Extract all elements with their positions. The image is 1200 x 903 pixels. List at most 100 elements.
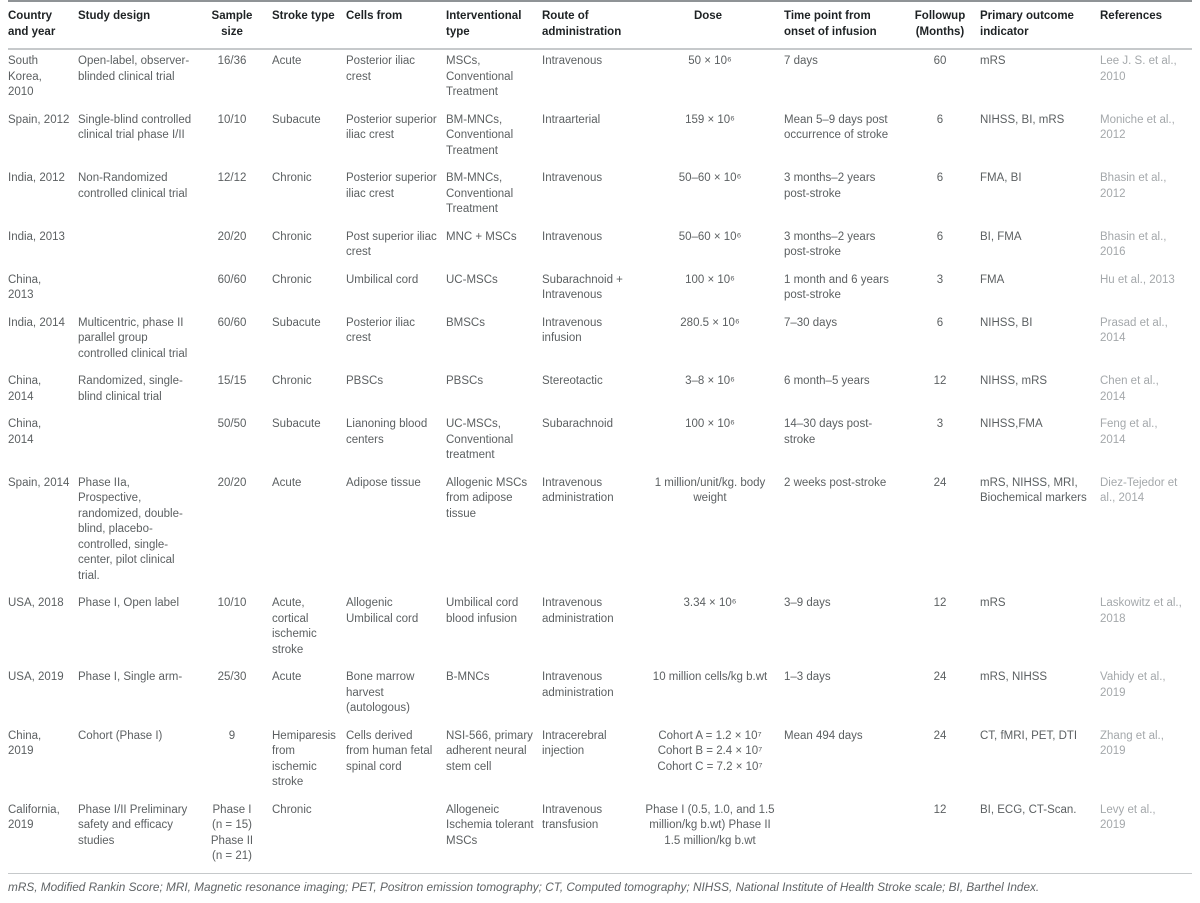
table-header-row: Country and year Study design Sample size S…	[8, 1, 1192, 50]
table-cell: 50–60 × 10⁶	[678, 172, 742, 184]
table-cell: Intravenous	[542, 55, 603, 67]
table-cell: 20/20	[217, 476, 247, 489]
table-cell: Posterior superior iliac crest	[346, 172, 437, 200]
table-cell: Open-label, observer-blinded clinical tr…	[78, 55, 190, 83]
table-cell: Subacute	[272, 418, 321, 430]
column-header: References	[1100, 1, 1192, 50]
table-cell: Hu et al., 2013	[1100, 273, 1175, 286]
table-cell: PBSCs	[446, 375, 484, 387]
table-cell: 10/10	[217, 113, 247, 126]
table-cell: NIHSS,FMA	[980, 418, 1043, 430]
table-cell: CT, fMRI, PET, DTI	[980, 729, 1078, 742]
table-cell: 10 million cells/kg b.wt	[652, 671, 768, 683]
table-cell: Adipose tissue	[346, 476, 421, 489]
table-cell: Intravenous administration	[542, 476, 614, 505]
table-cell: Acute	[272, 671, 302, 683]
table-cell	[78, 413, 200, 472]
table-cell: UC-MSCs, Conventional treatment	[446, 418, 514, 461]
table-cell: 9	[228, 729, 236, 742]
table-row: India, 2013 20/20 Chronic Post superior ili…	[8, 226, 1192, 269]
table-cell: Intraarterial	[542, 113, 601, 126]
table-cell: B-MNCs	[446, 671, 490, 683]
table-cell: NIHSS, BI, mRS	[980, 113, 1065, 126]
table-cell: India, 2013	[8, 230, 65, 243]
table-cell: 15/15	[217, 375, 247, 387]
table-cell: Single-blind controlled clinical trial p…	[78, 113, 192, 142]
table-cell: USA, 2018	[8, 597, 64, 609]
table-cell: 3–9 days	[784, 597, 831, 609]
table-cell: mRS, NIHSS	[980, 671, 1048, 683]
table-cell: Phase I, Single arm-	[78, 671, 183, 683]
table-cell: Chen et al., 2014	[1100, 375, 1159, 403]
table-cell: mRS, NIHSS, MRI, Biochemical markers	[980, 476, 1087, 505]
table-cell: Non-Randomized controlled clinical trial	[78, 172, 188, 200]
table-row: India, 2014 Multicentric, phase II parall…	[8, 312, 1192, 371]
table-cell: South Korea, 2010	[8, 55, 42, 98]
table-cell: 3	[936, 418, 944, 430]
table-cell: Allogeneic Ischemia tolerant MSCs	[446, 798, 542, 874]
table-row: Spain, 2014 Phase IIa, Prospective, rando…	[8, 472, 1192, 593]
table-cell: Chronic	[272, 798, 346, 874]
table-cell: MSCs, Conventional Treatment	[446, 55, 514, 98]
table-cell: 100 × 10⁶	[685, 273, 735, 286]
column-header: Country and year	[8, 1, 78, 50]
table-cell: Allogenic Umbilical cord	[346, 597, 419, 625]
table-cell: 6	[936, 230, 944, 243]
table-cell: FMA, BI	[980, 172, 1022, 184]
table-cell: USA, 2019	[8, 671, 64, 683]
table-cell: Mean 494 days	[784, 729, 863, 742]
table-cell: 60/60	[217, 273, 247, 286]
table-cell: 12	[908, 798, 980, 874]
table-cell	[784, 798, 908, 874]
column-header: Primary outcome indicator	[980, 1, 1100, 50]
table-cell: 3 months–2 years post-stroke	[784, 172, 876, 200]
table-cell: Intravenous administration	[542, 597, 614, 625]
table-cell: India, 2012	[8, 172, 65, 184]
table-cell: 6 month–5 years	[784, 375, 870, 387]
table-cell: Umbilical cord	[346, 273, 419, 286]
table-cell: NSI-566, primary adherent neural stem ce…	[446, 729, 533, 773]
table-cell: 12/12	[217, 172, 247, 184]
clinical-trials-table: Country and year Study design Sample size S…	[8, 0, 1192, 874]
table-cell: 24	[933, 729, 947, 742]
column-header: Cells from	[346, 1, 446, 50]
table-cell: Acute	[272, 476, 302, 489]
table-cell: Subacute	[272, 316, 321, 329]
table-cell: 3.34 × 10⁶	[683, 597, 737, 609]
table-cell: 7 days	[784, 55, 818, 67]
table-cell: 1 million/unit/kg. body weight	[654, 476, 766, 505]
table-cell: Allogenic MSCs from adipose tissue	[446, 476, 528, 520]
column-header: Dose	[640, 1, 784, 50]
table-cell: 24	[933, 476, 947, 489]
table-cell: Intravenous infusion	[542, 316, 603, 345]
table-cell: Post superior iliac crest	[346, 230, 437, 259]
table-cell	[78, 226, 200, 269]
table-cell: Chronic	[272, 273, 312, 286]
table-cell: Posterior iliac crest	[346, 316, 416, 345]
table-cell: Laskowitz et al., 2018	[1100, 597, 1182, 625]
table-footnote: mRS, Modified Rankin Score; MRI, Magneti…	[8, 879, 1040, 894]
table-row: China, 2014 Randomized, single-blind clin…	[8, 370, 1192, 413]
table-cell: Intracerebral injection	[542, 729, 607, 758]
table-row: California, 2019 Phase I/II Preliminary s…	[8, 798, 1192, 874]
table-cell: FMA	[980, 273, 1005, 286]
table-cell: Posterior iliac crest	[346, 55, 416, 83]
table-row: Spain, 2012 Single-blind controlled clini…	[8, 109, 1192, 168]
table-row: South Korea, 2010 Open-label, observer-bl…	[8, 49, 1192, 109]
table-cell: 16/36	[217, 55, 247, 67]
table-cell: 25/30	[217, 671, 247, 683]
table-cell: Randomized, single-blind clinical trial	[78, 375, 183, 403]
table-cell: Feng et al., 2014	[1100, 418, 1158, 446]
table-cell: 10/10	[217, 597, 247, 609]
table-cell: 12	[933, 597, 947, 609]
table-cell: 50/50	[217, 418, 247, 430]
table-cell: Intravenous administration	[542, 671, 614, 699]
table-cell: Posterior superior iliac crest	[346, 113, 437, 142]
table-cell: NIHSS, BI	[980, 316, 1033, 329]
table-cell: Bhasin et al., 2016	[1100, 230, 1167, 259]
table-cell: Prasad et al., 2014	[1100, 316, 1168, 345]
table-cell: China, 2013	[8, 273, 42, 302]
table-cell: 7–30 days	[784, 316, 838, 329]
column-header: Interventional type	[446, 1, 542, 50]
table-cell: Diez-Tejedor et al., 2014	[1100, 476, 1178, 505]
